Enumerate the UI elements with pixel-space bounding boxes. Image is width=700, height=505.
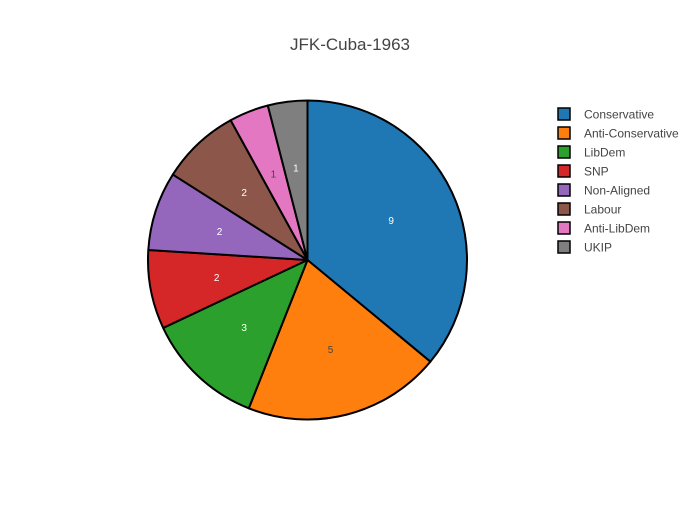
pie-slice-conservative[interactable] (306, 99, 468, 363)
legend-item-conservative[interactable]: Conservative (557, 107, 654, 122)
legend-item-ukip[interactable]: UKIP (557, 240, 612, 255)
slice-value-label-ukip: 1 (293, 164, 299, 175)
slice-value-label-anti-libdem: 1 (271, 170, 277, 181)
legend-item-labour[interactable]: Labour (557, 202, 621, 217)
legend: Conservative Anti-Conservative LibDem SNP No… (557, 107, 679, 255)
legend-label-snp: SNP (584, 165, 609, 179)
chart-title: JFK-Cuba-1963 (290, 35, 410, 54)
slice-value-label-conservative: 9 (388, 216, 394, 227)
pie-slices: 9 5 3 2 2 2 1 1 (147, 99, 468, 421)
slice-value-label-labour: 2 (241, 188, 247, 199)
pie-slice-ukip[interactable] (266, 99, 309, 261)
legend-item-anti-libdem[interactable]: Anti-LibDem (557, 221, 650, 236)
legend-swatch-ukip (557, 240, 571, 254)
slice-value-label-snp: 2 (214, 273, 220, 284)
pie-slice-libdem[interactable] (162, 259, 309, 410)
legend-label-anti-libdem: Anti-LibDem (584, 222, 650, 236)
legend-item-libdem[interactable]: LibDem (557, 145, 625, 160)
legend-item-anti-conservative[interactable]: Anti-Conservative (557, 126, 679, 141)
legend-swatch-non-aligned (557, 183, 571, 197)
legend-swatch-anti-libdem (557, 221, 571, 235)
slice-value-label-libdem: 3 (241, 323, 247, 334)
legend-label-non-aligned: Non-Aligned (584, 184, 650, 198)
legend-item-snp[interactable]: SNP (557, 164, 609, 179)
legend-label-anti-conservative: Anti-Conservative (584, 127, 679, 141)
legend-swatch-conservative (557, 107, 571, 121)
legend-label-ukip: UKIP (584, 241, 612, 255)
legend-swatch-labour (557, 202, 571, 216)
legend-swatch-anti-conservative (557, 126, 571, 140)
slice-value-label-anti-conservative: 5 (328, 345, 334, 356)
slice-value-label-non-aligned: 2 (217, 227, 223, 238)
legend-item-non-aligned[interactable]: Non-Aligned (557, 183, 650, 198)
legend-swatch-snp (557, 164, 571, 178)
pie-slice-anti-conservative[interactable] (247, 259, 432, 421)
legend-label-libdem: LibDem (584, 146, 625, 160)
legend-label-conservative: Conservative (584, 108, 654, 122)
legend-label-labour: Labour (584, 203, 621, 217)
legend-swatch-libdem (557, 145, 571, 159)
